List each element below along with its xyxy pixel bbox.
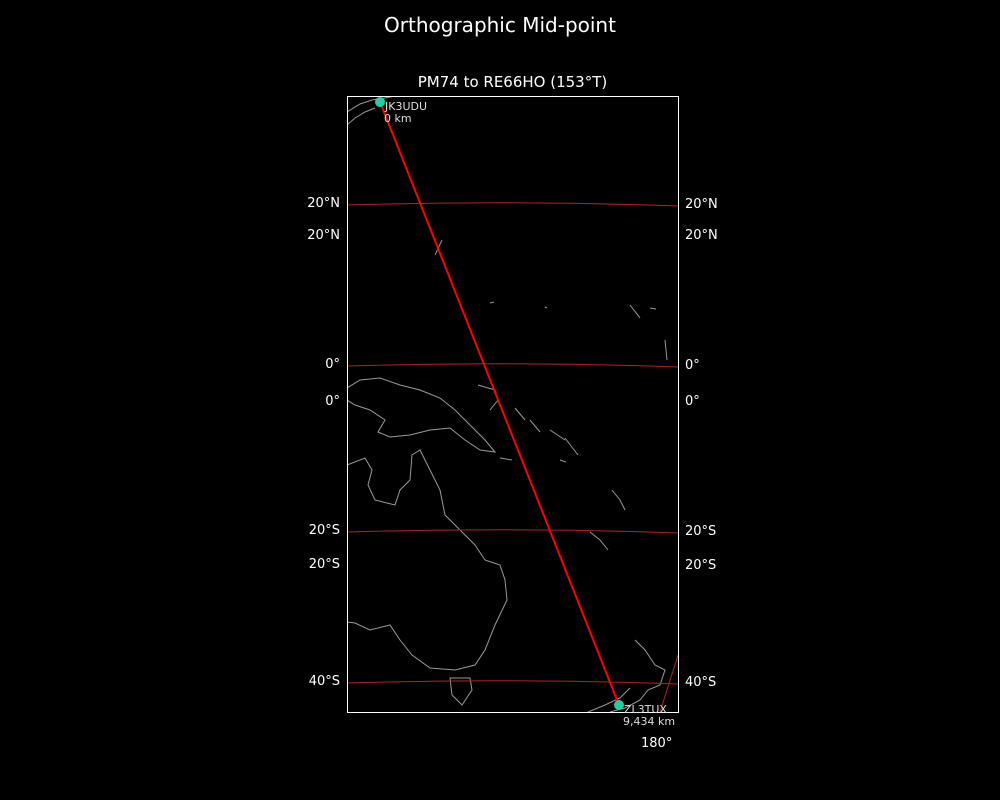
station-start-marker[interactable] [375,97,385,107]
lat-label-right: 20°N [685,228,718,243]
lat-label-left: 20°N [307,196,340,211]
coast-new-zealand [587,639,666,712]
lat-label-right: 0° [685,358,700,373]
coast-png [347,377,497,453]
great-circle-path [379,101,620,706]
lat-label-left: 20°S [308,557,340,572]
lat-label-left: 0° [325,357,340,372]
lat-label-right: 0° [685,394,700,409]
coast-australia [347,449,508,671]
station-start-call: JK3UDU [384,100,427,113]
graticule [347,202,678,712]
lat-label-left: 40°S [308,674,340,689]
lat-label-right: 20°N [685,197,718,212]
meridian-180 [659,654,678,712]
station-end-marker[interactable] [614,700,624,710]
station-start-distance: 0 km [384,112,412,125]
coastlines [347,96,668,712]
parallel-0 [347,363,678,368]
station-end-distance: 9,434 km [623,715,675,728]
lat-label-left: 0° [325,394,340,409]
coast-japan [347,96,396,126]
lat-label-left: 20°N [307,228,340,243]
parallel-40s [347,680,678,685]
coast-tasmania [449,677,473,706]
lat-label-left: 20°S [308,523,340,538]
lon-label: 180° [641,736,673,751]
figure-title: Orthographic Mid-point [384,13,616,37]
coast-islands [434,239,668,551]
parallel-20n [347,202,678,207]
lat-label-right: 20°S [685,558,717,573]
station-end-call: ZL3TUX [624,703,667,716]
map-subtitle: PM74 to RE66HO (153°T) [417,73,608,91]
map-frame [347,96,679,713]
lat-label-right: 20°S [685,524,717,539]
parallel-20s [347,529,678,534]
lat-label-right: 40°S [685,675,717,690]
